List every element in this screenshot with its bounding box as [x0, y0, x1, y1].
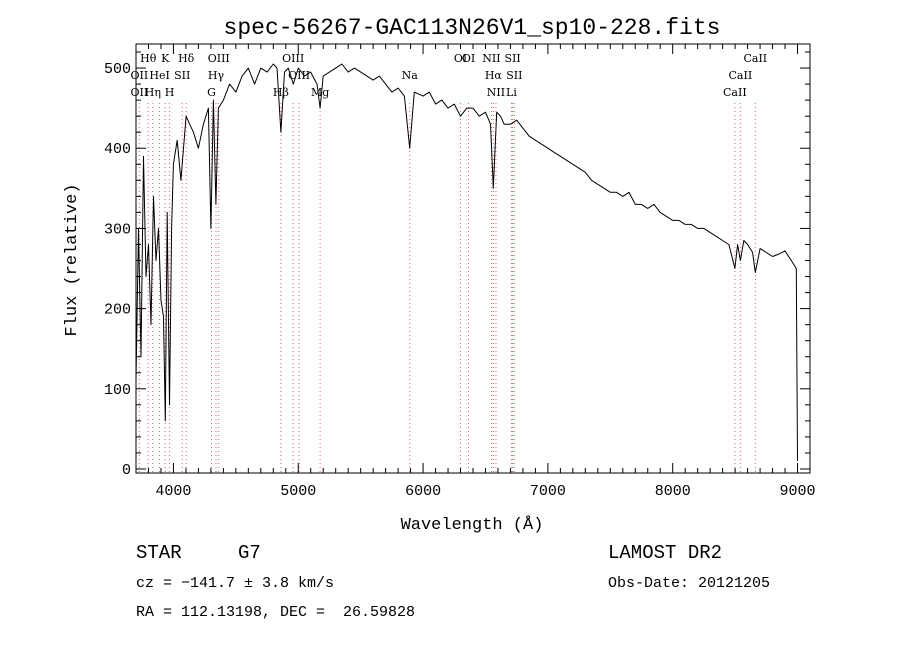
spectral-line-label: Hθ — [140, 52, 157, 65]
y-tick-label: 200 — [104, 302, 131, 319]
spectral-line-markers — [138, 103, 756, 473]
object-subclass: G7 — [238, 542, 261, 564]
y-axis: 0 100 200 300 400 500 — [104, 51, 810, 479]
spectral-line-label: Hβ — [273, 86, 289, 99]
x-tick-label: 5000 — [280, 483, 316, 500]
x-tick-label: 6000 — [405, 483, 441, 500]
y-tick-label: 500 — [104, 61, 131, 78]
spectral-line-label: CaII — [723, 86, 747, 99]
spectral-line-label: NII — [487, 86, 505, 99]
y-tick-label: 300 — [104, 221, 131, 238]
spectral-line-label: CaII — [729, 69, 753, 82]
spectral-line-label: H — [165, 86, 175, 99]
spectral-line-label: Li — [506, 86, 517, 99]
spectral-line-label: CaII — [743, 52, 767, 65]
spectral-line-label: SII — [174, 69, 190, 82]
spectral-line-label: OIII — [288, 69, 310, 82]
spectral-line-label: Na — [402, 69, 419, 82]
survey-name: LAMOST DR2 — [608, 542, 723, 564]
spectral-line-label: OII — [131, 69, 149, 82]
x-axis: 4000 5000 6000 7000 8000 9000 — [135, 44, 816, 500]
x-tick-label: 4000 — [155, 483, 191, 500]
spectrum-series-line — [135, 63, 798, 462]
spectral-line-label: OI — [454, 52, 467, 65]
spectral-line-label: Hδ — [178, 52, 195, 65]
y-tick-label: 400 — [104, 141, 131, 158]
chart-title: spec-56267-GAC113N26V1_sp10-228.fits — [224, 15, 721, 41]
object-class: STAR — [136, 542, 182, 564]
y-axis-label: Flux (relative) — [63, 183, 82, 336]
spectral-line-label: Hγ — [208, 69, 225, 82]
spectral-line-label: SII — [506, 69, 522, 82]
x-tick-label: 9000 — [780, 483, 816, 500]
x-tick-label: 7000 — [530, 483, 566, 500]
spectral-line-label: SII — [504, 52, 520, 65]
spectral-line-label: Mg — [311, 86, 329, 99]
spectral-line-label: K — [161, 52, 170, 65]
spectral-line-label: OII — [131, 86, 149, 99]
y-tick-label: 100 — [104, 382, 131, 399]
spectral-line-label: OI — [462, 52, 475, 65]
spectral-line-label: OIII — [208, 52, 230, 65]
spectral-line-label: Hα — [485, 69, 503, 82]
spectral-line-label: G — [207, 86, 216, 99]
spectral-line-label: HeI — [149, 69, 169, 82]
spectral-line-label: OIII — [282, 52, 304, 65]
coordinates: RA = 112.13198, DEC = 26.59828 — [136, 604, 416, 621]
redshift-velocity: cz = −141.7 ± 3.8 km/s — [136, 575, 335, 592]
spectral-line-label: NII — [482, 52, 500, 65]
x-axis-label: Wavelength (Å) — [401, 516, 544, 535]
x-tick-label: 8000 — [655, 483, 691, 500]
observation-date: Obs-Date: 20121205 — [608, 575, 771, 592]
spectral-line-label: Hη — [145, 86, 161, 99]
y-tick-label: 0 — [122, 462, 131, 479]
